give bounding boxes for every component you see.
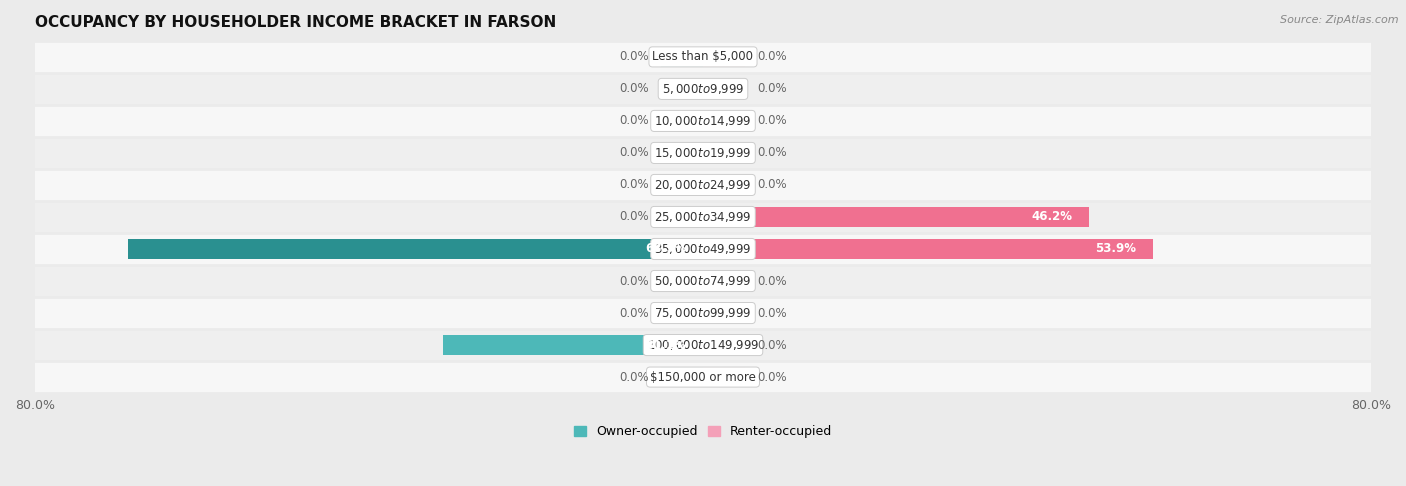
Legend: Owner-occupied, Renter-occupied: Owner-occupied, Renter-occupied xyxy=(568,420,838,443)
Text: 0.0%: 0.0% xyxy=(758,178,787,191)
Bar xyxy=(661,175,703,195)
Bar xyxy=(35,137,1371,169)
Bar xyxy=(661,207,703,227)
Text: $20,000 to $24,999: $20,000 to $24,999 xyxy=(654,178,752,192)
Bar xyxy=(703,175,745,195)
Text: $75,000 to $99,999: $75,000 to $99,999 xyxy=(654,306,752,320)
Text: 0.0%: 0.0% xyxy=(758,51,787,63)
Bar xyxy=(703,79,745,99)
Text: Source: ZipAtlas.com: Source: ZipAtlas.com xyxy=(1281,15,1399,25)
Bar xyxy=(35,361,1371,393)
Bar xyxy=(661,367,703,387)
Text: 46.2%: 46.2% xyxy=(1031,210,1071,224)
Bar xyxy=(703,335,745,355)
Bar xyxy=(443,335,703,355)
Text: Less than $5,000: Less than $5,000 xyxy=(652,51,754,63)
Text: 0.0%: 0.0% xyxy=(619,275,648,288)
Bar xyxy=(703,303,745,323)
Text: 0.0%: 0.0% xyxy=(619,307,648,319)
Text: 0.0%: 0.0% xyxy=(758,83,787,95)
Text: 0.0%: 0.0% xyxy=(758,339,787,351)
Text: 0.0%: 0.0% xyxy=(619,210,648,224)
Text: $35,000 to $49,999: $35,000 to $49,999 xyxy=(654,242,752,256)
Bar xyxy=(661,47,703,67)
Text: $10,000 to $14,999: $10,000 to $14,999 xyxy=(654,114,752,128)
Bar xyxy=(703,111,745,131)
Bar xyxy=(703,207,1088,227)
Bar xyxy=(703,47,745,67)
Bar xyxy=(35,105,1371,137)
Bar xyxy=(35,297,1371,329)
Bar xyxy=(661,111,703,131)
Text: $50,000 to $74,999: $50,000 to $74,999 xyxy=(654,274,752,288)
Bar xyxy=(35,329,1371,361)
Text: $25,000 to $34,999: $25,000 to $34,999 xyxy=(654,210,752,224)
Bar xyxy=(703,271,745,291)
Text: $100,000 to $149,999: $100,000 to $149,999 xyxy=(647,338,759,352)
Bar xyxy=(703,143,745,163)
Text: 0.0%: 0.0% xyxy=(619,51,648,63)
Text: 0.0%: 0.0% xyxy=(758,146,787,159)
Text: 0.0%: 0.0% xyxy=(619,146,648,159)
Text: 68.9%: 68.9% xyxy=(645,243,686,256)
Bar xyxy=(128,239,703,259)
Bar xyxy=(35,265,1371,297)
Bar xyxy=(703,239,1153,259)
Text: 0.0%: 0.0% xyxy=(758,307,787,319)
Bar xyxy=(703,367,745,387)
Bar xyxy=(661,79,703,99)
Text: OCCUPANCY BY HOUSEHOLDER INCOME BRACKET IN FARSON: OCCUPANCY BY HOUSEHOLDER INCOME BRACKET … xyxy=(35,15,557,30)
Text: $15,000 to $19,999: $15,000 to $19,999 xyxy=(654,146,752,160)
Text: 53.9%: 53.9% xyxy=(1095,243,1136,256)
Text: 0.0%: 0.0% xyxy=(619,178,648,191)
Text: 31.1%: 31.1% xyxy=(645,339,686,351)
Bar xyxy=(35,41,1371,73)
Text: 0.0%: 0.0% xyxy=(758,114,787,127)
Text: 0.0%: 0.0% xyxy=(758,275,787,288)
Text: $150,000 or more: $150,000 or more xyxy=(650,370,756,383)
Bar xyxy=(35,233,1371,265)
Bar xyxy=(35,201,1371,233)
Text: 0.0%: 0.0% xyxy=(758,370,787,383)
Text: 0.0%: 0.0% xyxy=(619,370,648,383)
Text: $5,000 to $9,999: $5,000 to $9,999 xyxy=(662,82,744,96)
Bar xyxy=(35,169,1371,201)
Bar xyxy=(661,143,703,163)
Bar xyxy=(35,73,1371,105)
Text: 0.0%: 0.0% xyxy=(619,114,648,127)
Bar xyxy=(661,303,703,323)
Text: 0.0%: 0.0% xyxy=(619,83,648,95)
Bar xyxy=(661,271,703,291)
